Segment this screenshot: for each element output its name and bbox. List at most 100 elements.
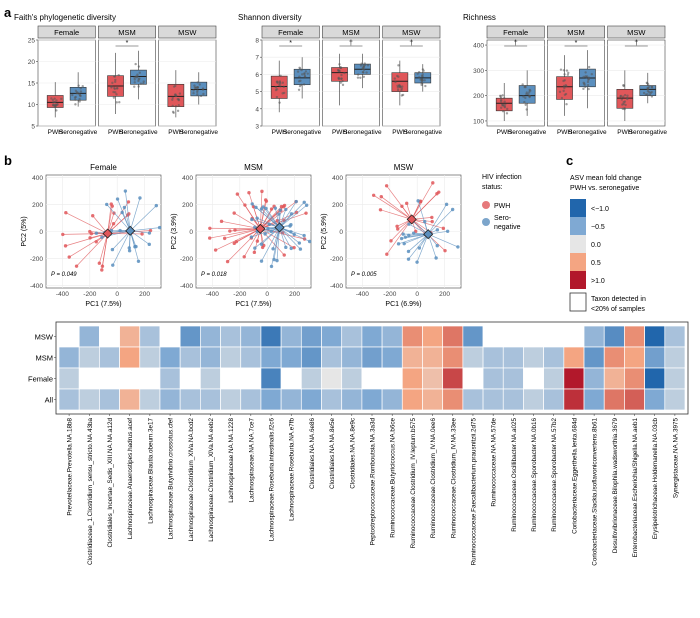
sample-point — [249, 235, 254, 239]
sample-point — [100, 268, 104, 272]
legend-color-swatch — [570, 271, 586, 289]
heatmap-cell — [543, 325, 565, 348]
heatmap-column-label: Lachnospiraceae.Roseburia.intestinalis.f… — [269, 418, 276, 542]
data-point — [584, 71, 587, 74]
spider-line — [416, 234, 429, 263]
sample-point — [441, 226, 446, 231]
spider-line — [106, 204, 131, 232]
legend-pwh-swatch — [482, 201, 490, 209]
facet-label: Female — [278, 28, 303, 37]
data-point — [136, 73, 139, 76]
heatmap-cell — [502, 367, 524, 390]
data-point — [621, 95, 625, 98]
heatmap-cell — [644, 346, 666, 369]
data-point — [563, 86, 566, 90]
legend-color-swatch — [570, 235, 586, 253]
y-tick-label: 0 — [189, 229, 193, 236]
heatmap-column-label: Clostridiaceae_1.Clostridium_sensu_stric… — [87, 418, 94, 565]
heatmap-cell — [179, 367, 201, 390]
heatmap-cell — [78, 346, 100, 369]
data-point — [525, 92, 528, 96]
legend-seroneg-swatch — [482, 218, 490, 226]
x-axis-label: PC1 (7.5%) — [235, 301, 271, 308]
x-tick-label: PWH — [48, 129, 63, 136]
spider-line — [224, 228, 261, 239]
data-point — [341, 79, 344, 83]
heatmap-cell — [280, 388, 302, 411]
data-point — [139, 82, 143, 85]
heatmap-cell — [664, 388, 686, 411]
data-point — [79, 90, 83, 93]
sample-point — [147, 231, 152, 235]
heatmap-cell — [321, 367, 343, 390]
spider-line — [260, 201, 267, 229]
legend-pwh-label: PWH — [494, 203, 510, 210]
heatmap-column-label: Ruminococcaceae.Faecalibacterium.prausni… — [470, 418, 477, 566]
heatmap-cell — [200, 325, 221, 348]
heatmap-column-label: Lachnospiraceae.Clostridium_XlVa.NA.eeb2 — [208, 418, 215, 542]
spider-line — [129, 230, 150, 245]
data-point — [623, 106, 626, 110]
data-point — [343, 71, 346, 75]
sample-point — [282, 253, 286, 257]
data-point — [506, 107, 509, 111]
heatmap-column-label: Desulfovibrionaceae.Bilophila.wadsworthi… — [612, 418, 619, 554]
sample-point — [379, 195, 383, 199]
sample-point — [222, 236, 227, 241]
data-point — [112, 75, 116, 78]
spider-line — [248, 192, 261, 229]
sample-point — [292, 245, 296, 250]
sample-point — [304, 211, 308, 215]
y-tick-label: 5 — [255, 89, 259, 96]
data-point — [420, 83, 423, 87]
sample-point — [94, 231, 99, 235]
data-point — [337, 77, 340, 80]
data-point — [622, 102, 625, 106]
data-point — [298, 75, 301, 78]
x-tick-label: Seronegative — [508, 129, 547, 136]
data-point — [361, 71, 365, 74]
data-point — [73, 96, 77, 99]
legend-color-swatch — [570, 199, 586, 217]
heatmap-cell — [220, 346, 242, 369]
y-tick-label: 200 — [32, 202, 43, 209]
data-point — [339, 66, 342, 69]
sample-point — [385, 252, 389, 256]
sample-point — [219, 219, 224, 224]
data-point — [341, 83, 345, 87]
y-tick-label: 7 — [255, 55, 259, 62]
data-point — [562, 69, 566, 72]
y-tick-label: -400 — [330, 283, 343, 290]
heatmap-cell — [563, 367, 585, 390]
data-point — [50, 97, 53, 100]
significance-mark: † — [349, 40, 353, 47]
data-point — [528, 91, 531, 94]
facet-strip — [98, 25, 156, 39]
heatmap-cell — [624, 346, 645, 369]
spider-line — [261, 208, 280, 228]
data-point — [133, 81, 136, 84]
heatmap-cell — [179, 388, 201, 411]
y-tick-label: 20 — [28, 59, 36, 66]
sample-point — [74, 264, 79, 268]
legend-b-title-2: status: — [482, 184, 503, 191]
data-point — [60, 97, 63, 101]
x-tick-label: Seronegative — [283, 129, 322, 136]
heatmap-cell — [99, 346, 120, 369]
heatmap-cell — [401, 388, 423, 411]
data-point — [298, 84, 302, 88]
data-point — [196, 81, 199, 84]
spider-line — [261, 227, 280, 262]
data-point — [81, 85, 84, 88]
data-point — [422, 69, 425, 72]
data-point — [110, 85, 113, 88]
y-tick-label: 400 — [182, 175, 193, 182]
sample-point — [294, 210, 299, 215]
spider-line — [62, 233, 108, 235]
legend-seroneg-label-2: negative — [494, 224, 521, 231]
data-point — [202, 92, 205, 96]
data-point — [356, 73, 360, 76]
heatmap-cell — [462, 367, 484, 390]
spider-line — [408, 233, 429, 252]
sample-point — [264, 206, 268, 211]
